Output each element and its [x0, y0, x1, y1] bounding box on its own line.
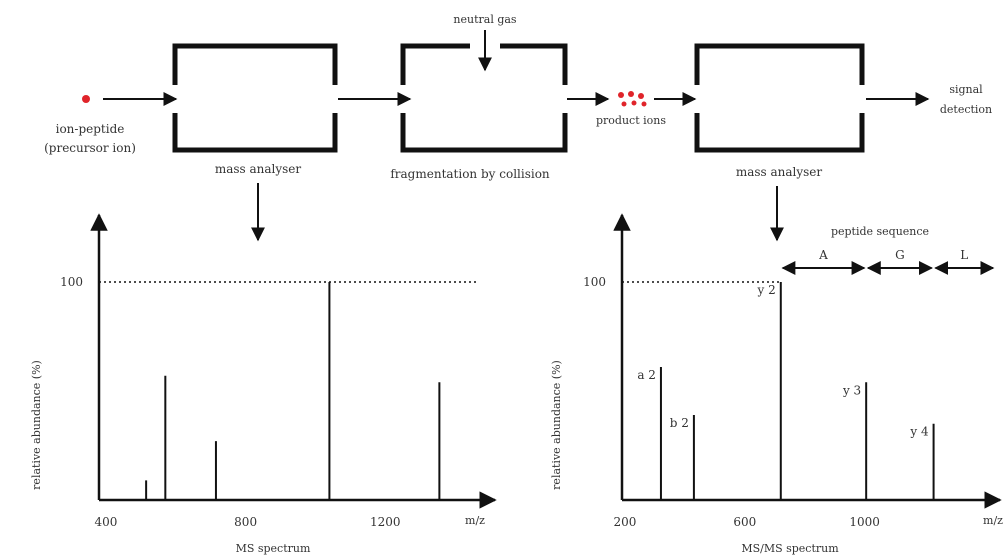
msms-spectrum-chart: relative abundance (%) m/z MS/MS spectru…	[550, 213, 1003, 555]
ms-spectrum-chart: relative abundance (%) m/z MS spectrum 1…	[30, 213, 497, 555]
sequence-residue-label: A	[818, 248, 828, 262]
mass-analyser-1-label: mass analyser	[215, 162, 302, 176]
msms-peak-label: a 2	[637, 368, 656, 382]
msms-x-tick-label: 1000	[849, 515, 880, 529]
precursor-ion-icon	[82, 95, 90, 103]
ms-y-axis-label: relative abundance (%)	[30, 360, 43, 490]
ms-x-tick-label: 800	[234, 515, 257, 529]
sequence-residue-label: L	[960, 248, 968, 262]
ms-x-tick-label: 1200	[370, 515, 401, 529]
signal-label: signal	[949, 83, 983, 96]
ms-x-axis-label: m/z	[465, 514, 485, 527]
sequence-residue-label: G	[895, 248, 905, 262]
msms-peak-label: y 4	[909, 425, 929, 439]
ms-y-tick-label: 100	[60, 275, 83, 289]
detection-label: detection	[940, 103, 992, 116]
peptide-sequence-label: peptide sequence	[831, 225, 929, 238]
msms-x-tick-label: 600	[733, 515, 756, 529]
ms-spectrum-title: MS spectrum	[236, 542, 311, 555]
collision-cell-box	[400, 43, 568, 153]
msms-x-tick-label: 200	[614, 515, 637, 529]
product-ions-label: product ions	[596, 114, 666, 127]
ms-x-tick-label: 400	[95, 515, 118, 529]
precursor-ion-label: (precursor ion)	[44, 141, 136, 155]
msms-y-axis-label: relative abundance (%)	[550, 360, 563, 490]
mass-analyser-2-label: mass analyser	[736, 165, 823, 179]
msms-spectrum-title: MS/MS spectrum	[741, 542, 839, 555]
msms-x-axis-label: m/z	[983, 514, 1003, 527]
ion-peptide-label: ion-peptide	[56, 122, 125, 136]
msms-peak-label: y 2	[757, 283, 776, 297]
msms-peak-label: y 3	[842, 383, 861, 397]
mass-analyser-1-box	[172, 43, 338, 153]
mass-analyser-2-box	[694, 43, 865, 153]
fragmentation-label: fragmentation by collision	[390, 167, 550, 181]
neutral-gas-label: neutral gas	[453, 13, 517, 26]
msms-peak-label: b 2	[670, 416, 689, 430]
msms-y-tick-label: 100	[583, 275, 606, 289]
product-ions-icon	[618, 91, 647, 107]
